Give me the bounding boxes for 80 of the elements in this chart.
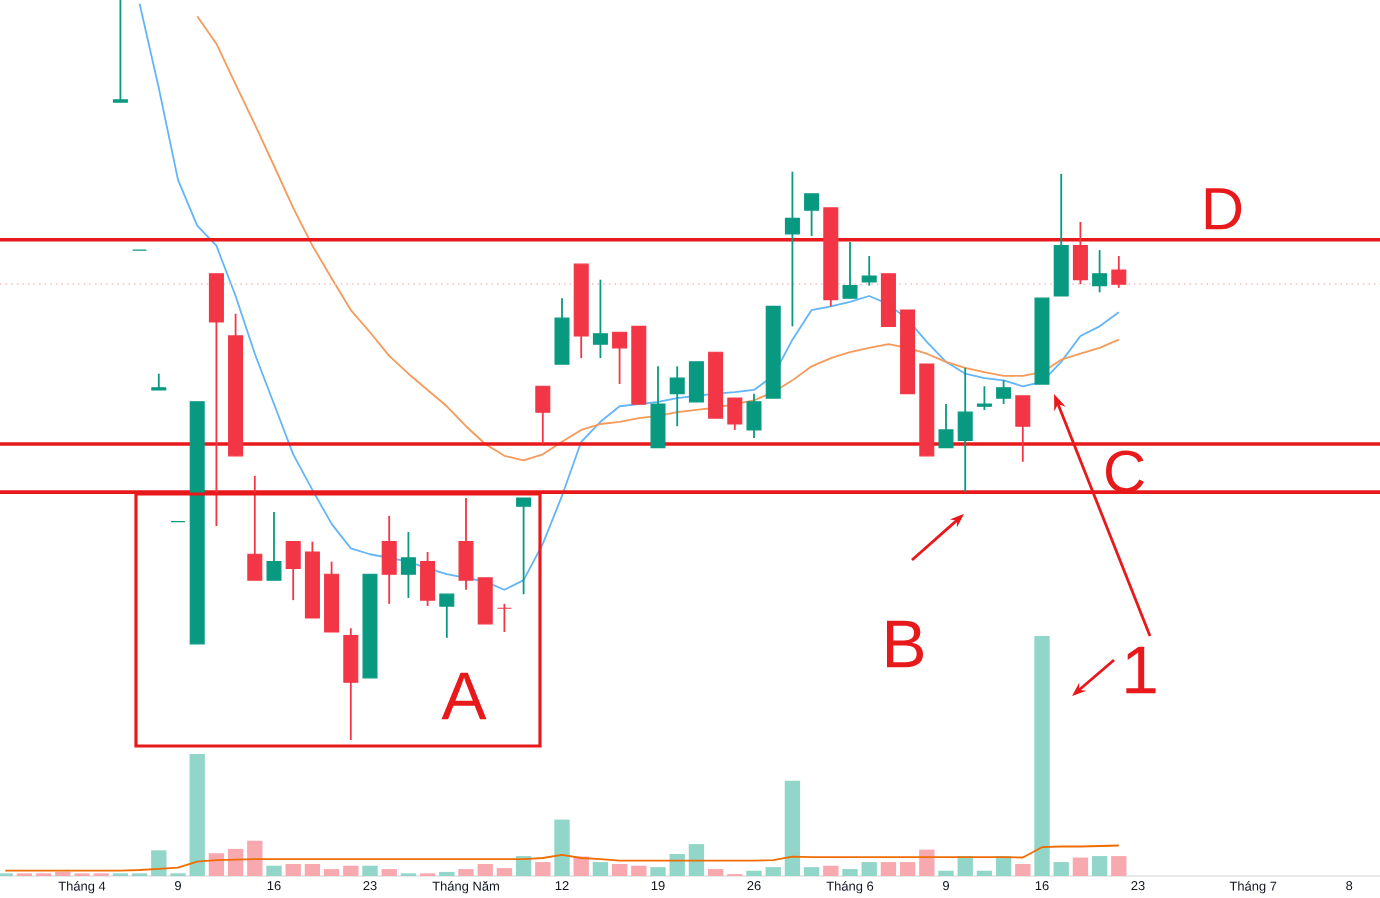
bar <box>976 870 993 876</box>
bar <box>1111 856 1127 876</box>
bar <box>938 870 954 876</box>
candlestick <box>535 385 551 445</box>
candlestick <box>285 540 301 602</box>
bar <box>535 862 551 876</box>
bar <box>842 869 858 876</box>
candlestick <box>938 403 954 449</box>
bar <box>707 869 724 876</box>
bar <box>899 862 916 876</box>
candlestick <box>343 627 359 741</box>
bar <box>1015 864 1031 876</box>
candlestick <box>592 278 608 360</box>
bar <box>631 865 647 876</box>
candlestick <box>727 397 743 431</box>
ref-line-label: D <box>1205 188 1242 230</box>
bar <box>151 850 167 876</box>
candlestick <box>861 255 877 287</box>
bar <box>592 862 609 876</box>
candlestick <box>612 331 628 385</box>
candlestick <box>1072 221 1088 286</box>
candlestick <box>1015 394 1031 463</box>
bar <box>765 867 781 876</box>
candlestick <box>976 385 992 411</box>
bar <box>266 865 282 876</box>
candlestick <box>112 0 128 104</box>
candlestick <box>266 511 282 582</box>
annotation: A <box>441 672 487 720</box>
candlestick <box>554 297 570 365</box>
annotation: 1 <box>1126 646 1156 694</box>
candlestick <box>650 365 666 449</box>
bar <box>362 865 378 876</box>
bar <box>823 865 839 876</box>
candlestick <box>842 241 858 300</box>
bar <box>343 865 359 876</box>
candlestick <box>1092 249 1108 294</box>
candlestick <box>669 365 685 428</box>
bar <box>189 754 205 876</box>
bar <box>208 853 225 876</box>
bar <box>496 868 513 876</box>
bar <box>1034 636 1050 876</box>
candlestick <box>746 392 762 439</box>
candlestick <box>957 366 973 493</box>
candlestick <box>439 593 455 639</box>
candlestick <box>151 372 167 391</box>
annotation: B <box>886 620 924 668</box>
bar <box>1091 856 1108 876</box>
bar <box>784 780 801 876</box>
bar <box>650 867 666 876</box>
bar <box>688 844 705 876</box>
bar <box>1053 862 1069 876</box>
ref-line-label: C <box>1106 450 1144 493</box>
candlestick <box>784 170 800 328</box>
bar <box>381 869 397 876</box>
bar <box>1072 857 1089 876</box>
bar <box>304 864 321 876</box>
bar <box>227 848 244 876</box>
bar <box>611 864 628 876</box>
bar <box>247 840 263 876</box>
candlestick <box>400 531 416 599</box>
candlestick <box>420 551 436 607</box>
candlestick <box>688 360 704 403</box>
bar <box>880 862 897 876</box>
bar <box>285 864 301 876</box>
candlestick <box>1111 255 1127 289</box>
candlestick <box>477 577 493 625</box>
bar <box>477 864 493 876</box>
candlestick <box>458 497 474 591</box>
candlestick <box>496 602 512 633</box>
candlestick <box>247 474 263 582</box>
candlestick <box>516 497 532 596</box>
bar <box>746 870 762 876</box>
bar <box>803 867 820 876</box>
bar <box>554 819 570 876</box>
candlestick <box>996 379 1012 405</box>
bar <box>458 869 474 876</box>
candlestick <box>804 192 820 237</box>
bar <box>323 869 340 876</box>
bar <box>861 862 877 876</box>
candlestick <box>381 514 397 605</box>
